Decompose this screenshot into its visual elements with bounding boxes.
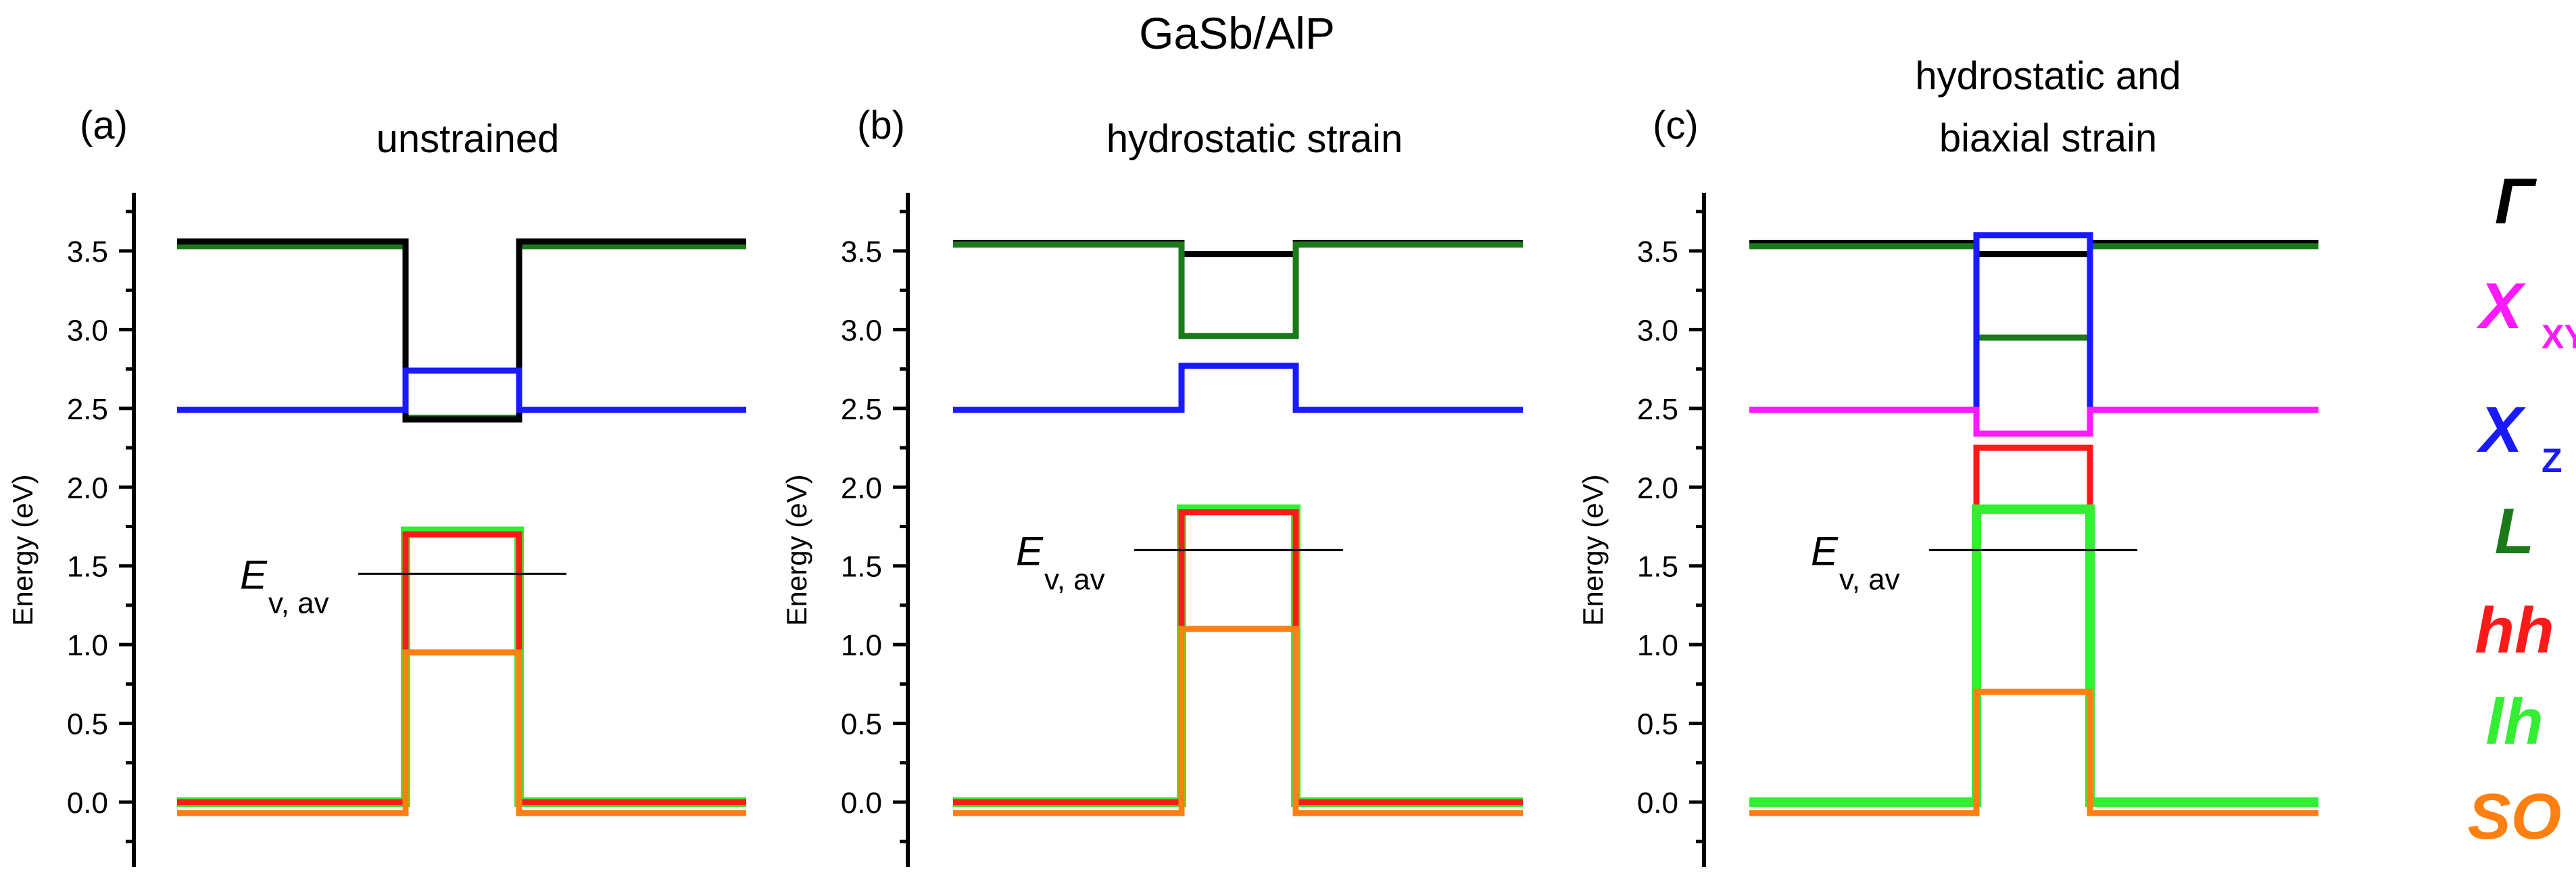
y-tick-label: 0.0 xyxy=(67,787,108,820)
y-axis-label: Energy (eV) xyxy=(7,474,39,626)
band-line-hh xyxy=(177,531,746,805)
band-line-lh xyxy=(1749,504,2318,807)
panels: (a) unstrained 0.0 0.5 1.0 1.5 2.0 2.5 3.0 3.5 Ene… xyxy=(7,54,2318,867)
ev-av-subscript: v, av xyxy=(1044,563,1105,596)
legend-entry: lh xyxy=(2485,686,2543,758)
legend-entry: X xyxy=(2476,394,2526,466)
band-line-hh xyxy=(1749,444,2318,805)
band-line-l xyxy=(177,243,746,421)
panel-3: (c) hydrostatic and biaxial strain 0.0 0.5 1.… xyxy=(1577,54,2318,867)
panel-title: hydrostatic strain xyxy=(1107,117,1403,161)
y-tick-label: 0.0 xyxy=(1637,787,1678,820)
ev-av-subscript: v, av xyxy=(1839,563,1900,596)
legend-entry: SO xyxy=(2468,780,2562,853)
band-line-x-z xyxy=(953,363,1523,413)
band-line-so xyxy=(1749,688,2318,816)
band-line-- xyxy=(177,238,746,423)
panel-title: unstrained xyxy=(376,117,560,161)
legend-entry: Γ xyxy=(2495,165,2537,237)
ev-av-label: E xyxy=(1811,528,1839,574)
legend-entry: X xyxy=(2476,270,2526,342)
ev-av-label: E xyxy=(1016,528,1044,574)
y-tick-label: 0.0 xyxy=(841,787,882,820)
band-line-l xyxy=(953,241,1523,340)
y-tick-label: 3.0 xyxy=(67,314,108,347)
panel-label: (a) xyxy=(80,103,128,147)
legend-entry: hh xyxy=(2475,594,2554,667)
y-tick-label: 1.0 xyxy=(841,629,882,662)
panel-title: biaxial strain xyxy=(1939,116,2157,160)
panel-label: (b) xyxy=(857,103,905,147)
band-line-so xyxy=(177,649,746,816)
y-tick-label: 2.0 xyxy=(67,471,108,505)
legend-subscript: Z xyxy=(2542,442,2562,480)
y-tick-label: 2.5 xyxy=(841,393,882,426)
y-tick-label: 1.5 xyxy=(841,551,882,584)
ev-av-label: E xyxy=(240,552,268,597)
y-tick-label: 3.0 xyxy=(1637,314,1678,347)
y-axis-label: Energy (eV) xyxy=(781,474,812,626)
y-tick-label: 2.5 xyxy=(1637,393,1678,426)
band-line-x-xy xyxy=(1749,406,2318,437)
band-line-hh xyxy=(953,509,1523,805)
legend-entry: L xyxy=(2495,495,2535,567)
panel-1: (a) unstrained 0.0 0.5 1.0 1.5 2.0 2.5 3.0 3.5 Ene… xyxy=(7,103,746,867)
y-tick-label: 1.0 xyxy=(67,629,108,662)
figure-title: GaSb/AlP xyxy=(1139,8,1335,58)
y-tick-label: 2.5 xyxy=(67,393,108,426)
panel-title: hydrostatic and xyxy=(1915,54,2181,98)
y-tick-label: 0.5 xyxy=(1637,708,1678,741)
band-line-x-z xyxy=(177,367,746,413)
y-tick-label: 3.5 xyxy=(1637,235,1678,268)
y-tick-label: 0.5 xyxy=(67,708,108,741)
y-tick-label: 1.5 xyxy=(67,551,108,584)
y-tick-label: 1.0 xyxy=(1637,629,1678,662)
panel-label: (c) xyxy=(1653,103,1699,147)
y-tick-label: 2.0 xyxy=(841,471,882,505)
legend-subscript: XY xyxy=(2542,318,2576,356)
band-line-l xyxy=(1749,243,2318,341)
y-tick-label: 1.5 xyxy=(1637,551,1678,584)
band-line-so xyxy=(953,626,1523,816)
ev-av-subscript: v, av xyxy=(268,586,329,620)
band-line-- xyxy=(1749,239,2318,258)
y-axis-label: Energy (eV) xyxy=(1577,474,1609,626)
y-tick-label: 3.0 xyxy=(841,314,882,347)
panel-2: (b) hydrostatic strain 0.0 0.5 1.0 1.5 2.0 2.5 3… xyxy=(781,103,1523,867)
y-tick-label: 2.0 xyxy=(1637,471,1678,505)
y-tick-label: 0.5 xyxy=(841,708,882,741)
y-tick-label: 3.5 xyxy=(841,235,882,268)
y-tick-label: 3.5 xyxy=(67,235,108,268)
band-line-x-z xyxy=(1749,232,2318,413)
